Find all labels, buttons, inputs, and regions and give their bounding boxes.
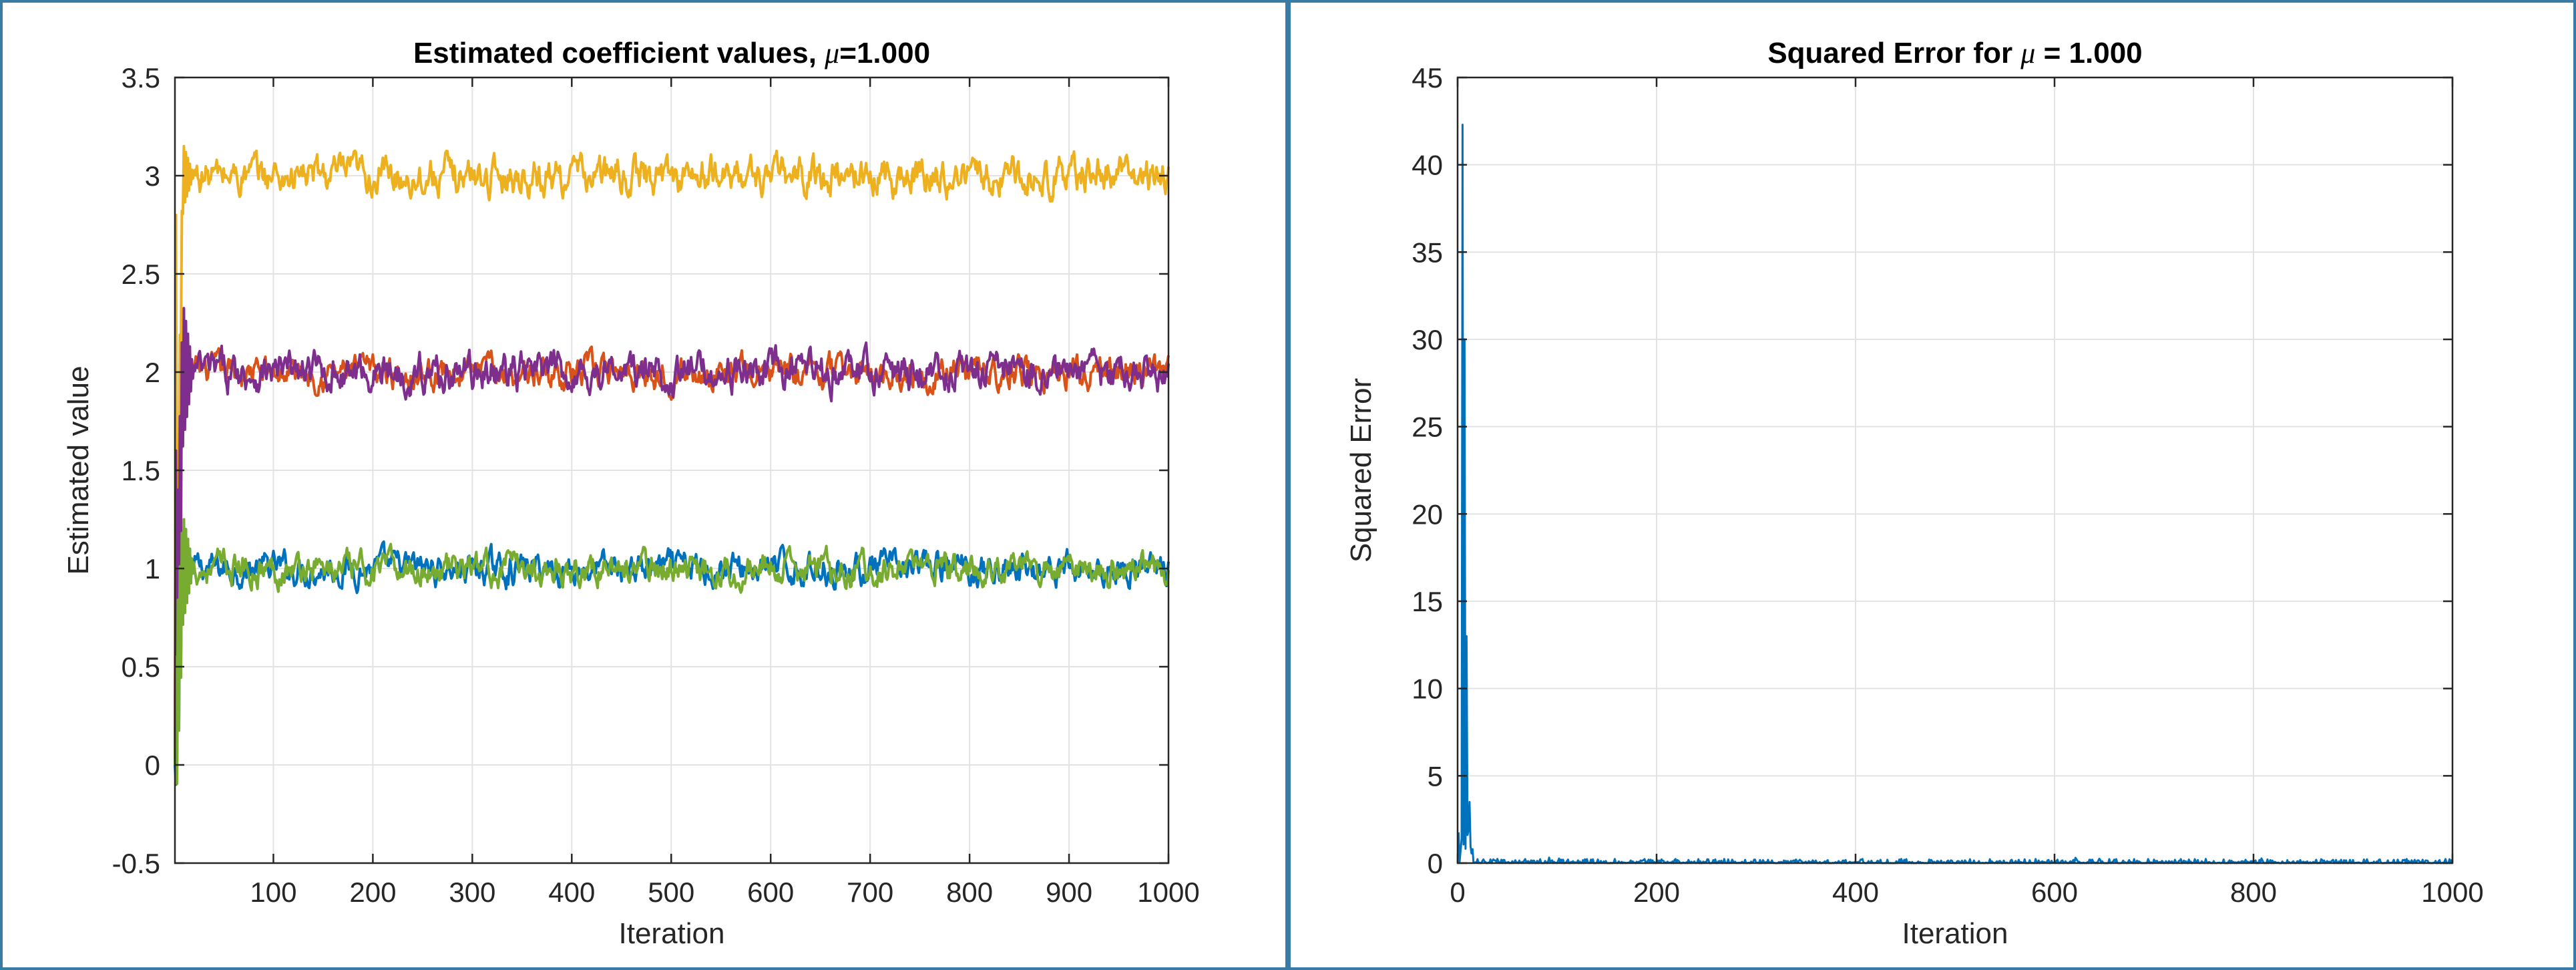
grid-lines <box>1457 77 2453 864</box>
coefficient-plot-panel: 100 200 300 400 500 600 700 800 900 1000 -0.5 0 0.5 1… <box>0 0 1288 970</box>
y-tick-label: 35 <box>1412 236 1443 268</box>
x-axis-label: Iteration <box>1902 917 2008 950</box>
y-tick-label: 2 <box>145 357 160 388</box>
x-tick-label: 1000 <box>1137 876 1199 908</box>
coefficient-series-line-1 <box>174 518 1170 786</box>
chart-title: Squared Error for μ = 1.000 <box>1767 37 2142 69</box>
axes-frame: 0 200 400 600 800 1000 0 5 10 15 20 25 30 35 40 45 Squar… <box>1345 37 2484 950</box>
x-tick-label: 900 <box>1046 876 1092 908</box>
x-tick-label: 0 <box>1450 876 1465 908</box>
x-tick-label: 600 <box>2031 876 2078 908</box>
y-tick-label: 3 <box>145 160 160 192</box>
mu-symbol: μ <box>2020 37 2035 69</box>
y-tick-label: 0 <box>1428 848 1443 879</box>
squared-error-chart: 0 200 400 600 800 1000 0 5 10 15 20 25 30 35 40 45 Squar… <box>1345 37 2484 950</box>
mu-symbol: μ <box>824 37 839 69</box>
chart-title-suffix: = 1.000 <box>2035 37 2142 69</box>
x-tick-label: 800 <box>946 876 993 908</box>
coefficient-series-line-5 <box>174 518 1170 785</box>
y-tick-label: 0 <box>145 750 160 781</box>
x-tick-label: 400 <box>1832 876 1879 908</box>
y-tick-label: 20 <box>1412 498 1443 530</box>
chart-title-prefix: Squared Error for <box>1767 37 2020 69</box>
y-tick-label: 1 <box>145 553 160 585</box>
chart-title-suffix: =1.000 <box>839 37 930 69</box>
y-tick-label: 30 <box>1412 324 1443 355</box>
x-tick-label: 300 <box>449 876 495 908</box>
x-tick-label: 100 <box>250 876 296 908</box>
plot-box <box>1456 76 2454 864</box>
y-tick-label: 25 <box>1412 412 1443 443</box>
y-tick-label: 45 <box>1412 62 1443 94</box>
axes-frame: 100 200 300 400 500 600 700 800 900 1000 -0.5 0 0.5 1… <box>62 37 1200 950</box>
x-tick-label: 1000 <box>2421 876 2483 908</box>
x-tick-label: 700 <box>847 876 893 908</box>
coefficient-series-line-4 <box>174 307 1170 766</box>
chart-title: Estimated coefficient values, μ=1.000 <box>413 37 930 69</box>
y-tick-label: 40 <box>1412 150 1443 181</box>
squared-error-series-line <box>1458 124 2454 864</box>
x-tick-label: 800 <box>2230 876 2277 908</box>
grid-lines <box>175 77 1169 864</box>
y-tick-label: 15 <box>1412 586 1443 617</box>
y-tick-label: 5 <box>1428 760 1443 792</box>
coefficient-series-line-3 <box>174 144 1170 766</box>
y-axis-label: Squared Error <box>1345 378 1377 562</box>
x-tick-label: 200 <box>349 876 396 908</box>
series-group <box>174 144 1170 786</box>
x-tick-label: 400 <box>548 876 595 908</box>
y-tick-label: -0.5 <box>112 848 160 879</box>
y-tick-label: 2.5 <box>122 259 160 290</box>
x-axis-label: Iteration <box>619 917 725 950</box>
y-axis-label: Estimated value <box>62 365 95 575</box>
x-tick-label: 200 <box>1633 876 1680 908</box>
x-tick-label: 600 <box>747 876 794 908</box>
y-tick-label: 3.5 <box>122 62 160 94</box>
error-plot-panel: 0 200 400 600 800 1000 0 5 10 15 20 25 30 35 40 45 Squar… <box>1288 0 2576 970</box>
y-tick-label: 0.5 <box>122 651 160 683</box>
coefficient-chart: 100 200 300 400 500 600 700 800 900 1000 -0.5 0 0.5 1… <box>62 37 1200 950</box>
series-group <box>1458 124 2454 864</box>
x-tick-label: 500 <box>648 876 694 908</box>
y-tick-label: 10 <box>1412 673 1443 705</box>
chart-title-prefix: Estimated coefficient values, <box>413 37 825 69</box>
y-tick-label: 1.5 <box>122 455 160 486</box>
